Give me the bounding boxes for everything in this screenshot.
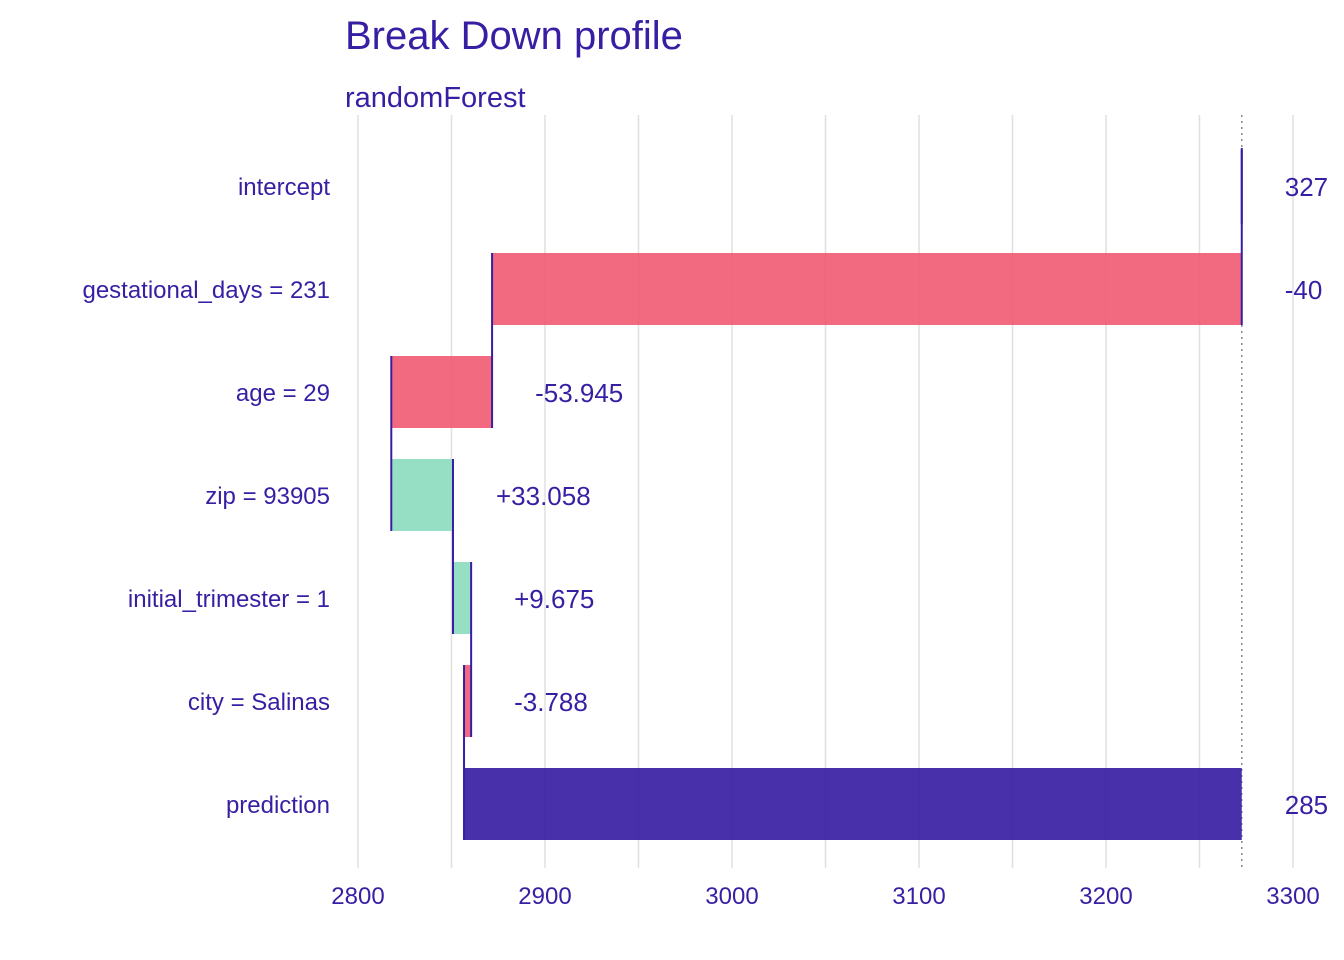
variable-label: prediction xyxy=(226,792,330,819)
x-tick-label: 3000 xyxy=(705,883,758,910)
variable-label: gestational_days = 231 xyxy=(82,277,330,304)
x-axis-ticks: 2800 2900 3000 3100 3200 3300 xyxy=(331,883,1319,910)
negative-bar xyxy=(391,356,493,428)
positive-bar xyxy=(391,459,453,531)
value-label: -40 xyxy=(1285,275,1323,305)
labels: intercept 327 gestational_days = 231 -40 age… xyxy=(82,172,1328,820)
value-label: +33.058 xyxy=(496,481,591,511)
variable-label: city = Salinas xyxy=(188,689,330,716)
variable-label: intercept xyxy=(238,174,330,201)
x-tick-label: 3200 xyxy=(1079,883,1132,910)
positive-bar xyxy=(452,562,472,634)
variable-label: zip = 93905 xyxy=(205,483,330,510)
value-label: +9.675 xyxy=(514,584,594,614)
value-label: -53.945 xyxy=(535,378,623,408)
variable-label: initial_trimester = 1 xyxy=(128,586,330,613)
x-tick-label: 3300 xyxy=(1266,883,1319,910)
negative-bar xyxy=(464,665,472,737)
chart-title: Break Down profile xyxy=(345,14,683,58)
value-label: 327 xyxy=(1285,172,1328,202)
x-tick-label: 2900 xyxy=(518,883,571,910)
chart-subtitle: randomForest xyxy=(345,82,526,114)
x-tick-label: 2800 xyxy=(331,883,384,910)
negative-bar xyxy=(492,253,1242,325)
value-label: -3.788 xyxy=(514,687,588,717)
connectors xyxy=(390,150,1243,840)
grid-lines xyxy=(357,115,1294,868)
value-label: 285 xyxy=(1285,790,1328,820)
x-tick-label: 3100 xyxy=(892,883,945,910)
prediction-bar xyxy=(464,768,1242,840)
variable-label: age = 29 xyxy=(236,380,330,407)
bars xyxy=(391,148,1243,840)
